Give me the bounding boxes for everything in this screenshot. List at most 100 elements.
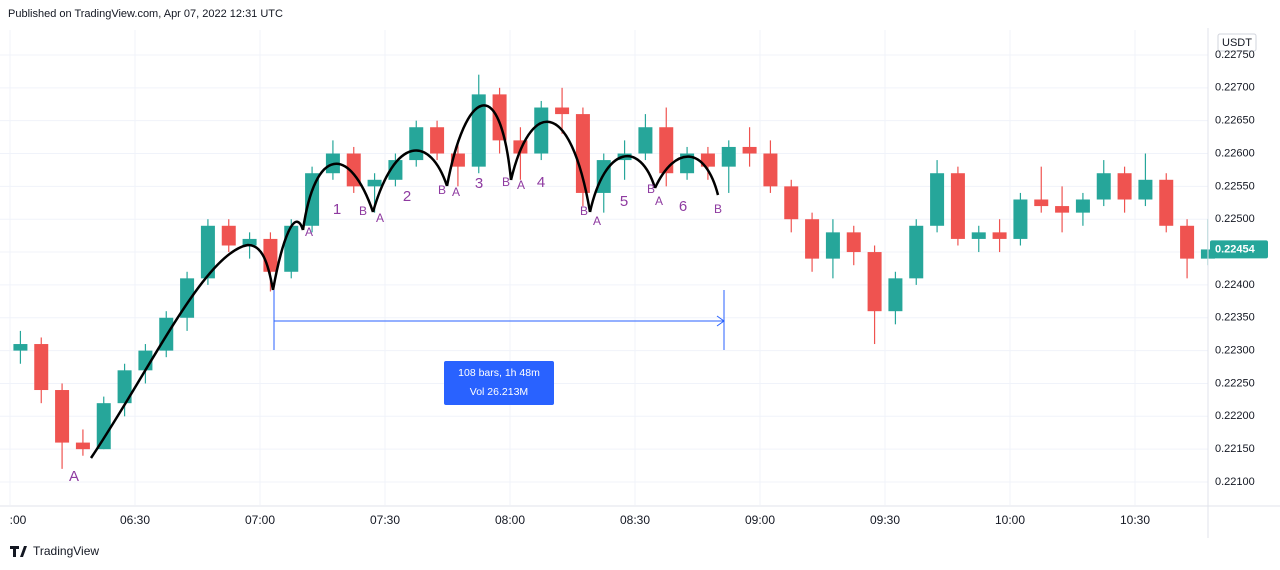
- candle-body: [659, 127, 674, 174]
- candle-body: [1180, 225, 1195, 259]
- candle-body: [75, 442, 90, 450]
- y-tick-label: 0.22150: [1215, 443, 1255, 455]
- candle-body: [367, 179, 382, 187]
- footer: TradingView: [33, 544, 99, 558]
- currency: USDT: [1222, 37, 1252, 49]
- candle-body: [784, 186, 799, 220]
- candle-body: [492, 94, 507, 141]
- candle-body: [1159, 179, 1174, 226]
- x-tick-label: 08:00: [495, 513, 525, 527]
- x-tick-label: 10:00: [995, 513, 1025, 527]
- candle-body: [34, 344, 49, 391]
- y-tick-label: 0.22350: [1215, 312, 1255, 324]
- annotation: 6: [679, 198, 687, 215]
- annotation: 3: [475, 175, 483, 192]
- candle-body: [805, 219, 820, 259]
- x-tick-label: 07:00: [245, 513, 275, 527]
- candle-body: [1034, 199, 1049, 207]
- last-price: 0.22454: [1215, 243, 1256, 255]
- candle-body: [825, 232, 840, 259]
- x-tick-label: :00: [10, 513, 27, 527]
- y-tick-label: 0.22550: [1215, 180, 1255, 192]
- logo: TradingView: [10, 544, 99, 558]
- candle-body: [909, 225, 924, 279]
- curve: [301, 162, 375, 231]
- y-tick-label: 0.22200: [1215, 410, 1255, 422]
- candle-body: [263, 238, 278, 272]
- annotation: A: [452, 185, 460, 199]
- arrow-head: [716, 315, 725, 327]
- candle-body: [55, 390, 70, 443]
- candle-body: [388, 160, 403, 180]
- y-tick-label: 0.22400: [1215, 279, 1255, 291]
- x-tick-label: 09:00: [745, 513, 775, 527]
- curve: [653, 155, 720, 196]
- candle-body: [846, 232, 861, 253]
- annotation: 2: [403, 188, 411, 205]
- annotation: A: [305, 225, 313, 239]
- candle-body: [242, 238, 257, 246]
- x-tick-label: 07:30: [370, 513, 400, 527]
- candle-body: [888, 278, 903, 312]
- candle-body: [430, 127, 445, 154]
- annotation: 4: [537, 174, 545, 191]
- candle-body: [1138, 179, 1153, 200]
- y-tick-label: 0.22300: [1215, 345, 1255, 357]
- annotation: B: [580, 204, 588, 218]
- candle-body: [763, 153, 778, 187]
- curve: [89, 243, 275, 459]
- candle-body: [1075, 199, 1090, 213]
- logo-mark: [10, 546, 27, 557]
- candle-body: [471, 94, 486, 167]
- curve: [509, 120, 592, 213]
- y-tick-label: 0.22700: [1215, 82, 1255, 94]
- candle-body: [930, 173, 945, 226]
- annotation: A: [593, 214, 601, 228]
- measure-tool: 108 bars, 1h 48m Vol 26.213M: [273, 290, 725, 405]
- annotation: 5: [620, 193, 628, 210]
- candle-body: [284, 225, 299, 272]
- drawings: [89, 104, 720, 459]
- candles: [13, 74, 1215, 469]
- candle-body: [575, 114, 590, 193]
- y-tick-label: 0.22250: [1215, 377, 1255, 389]
- annotation: A: [655, 194, 663, 208]
- y-tick-label: 0.22100: [1215, 476, 1255, 488]
- candle-body: [1013, 199, 1028, 239]
- candle-body: [409, 127, 424, 161]
- annotation: B: [438, 183, 446, 197]
- curve: [445, 104, 513, 187]
- annotation: B: [502, 175, 510, 189]
- y-tick-label: 0.22500: [1215, 213, 1255, 225]
- candle-body: [971, 232, 986, 239]
- candle-body: [721, 146, 736, 167]
- annotation: B: [359, 204, 367, 218]
- grid: [0, 30, 1208, 505]
- candle-body: [700, 153, 715, 167]
- annotation: 1: [333, 201, 341, 218]
- annotation: A: [376, 211, 384, 225]
- candle-body: [534, 107, 549, 154]
- curve: [588, 155, 657, 213]
- currency-box: [1217, 33, 1257, 52]
- x-tick-label: 09:30: [870, 513, 900, 527]
- y-tick-label: 0.22750: [1215, 49, 1255, 61]
- candle-body: [13, 344, 28, 351]
- candle-body: [1096, 173, 1111, 200]
- x-tick-label: 08:30: [620, 513, 650, 527]
- y-tick-label: 0.22650: [1215, 115, 1255, 127]
- candle-body: [742, 146, 757, 154]
- candle-body: [117, 370, 132, 404]
- candle-body: [221, 225, 236, 246]
- annotation: A: [517, 178, 525, 192]
- candle-body: [96, 403, 111, 450]
- annotation: A: [69, 468, 79, 485]
- candle-body: [200, 225, 215, 279]
- x-tick-label: 10:30: [1120, 513, 1150, 527]
- curve: [271, 220, 305, 291]
- measure-range: 108 bars, 1h 48m: [458, 367, 540, 379]
- annotation: B: [714, 202, 722, 216]
